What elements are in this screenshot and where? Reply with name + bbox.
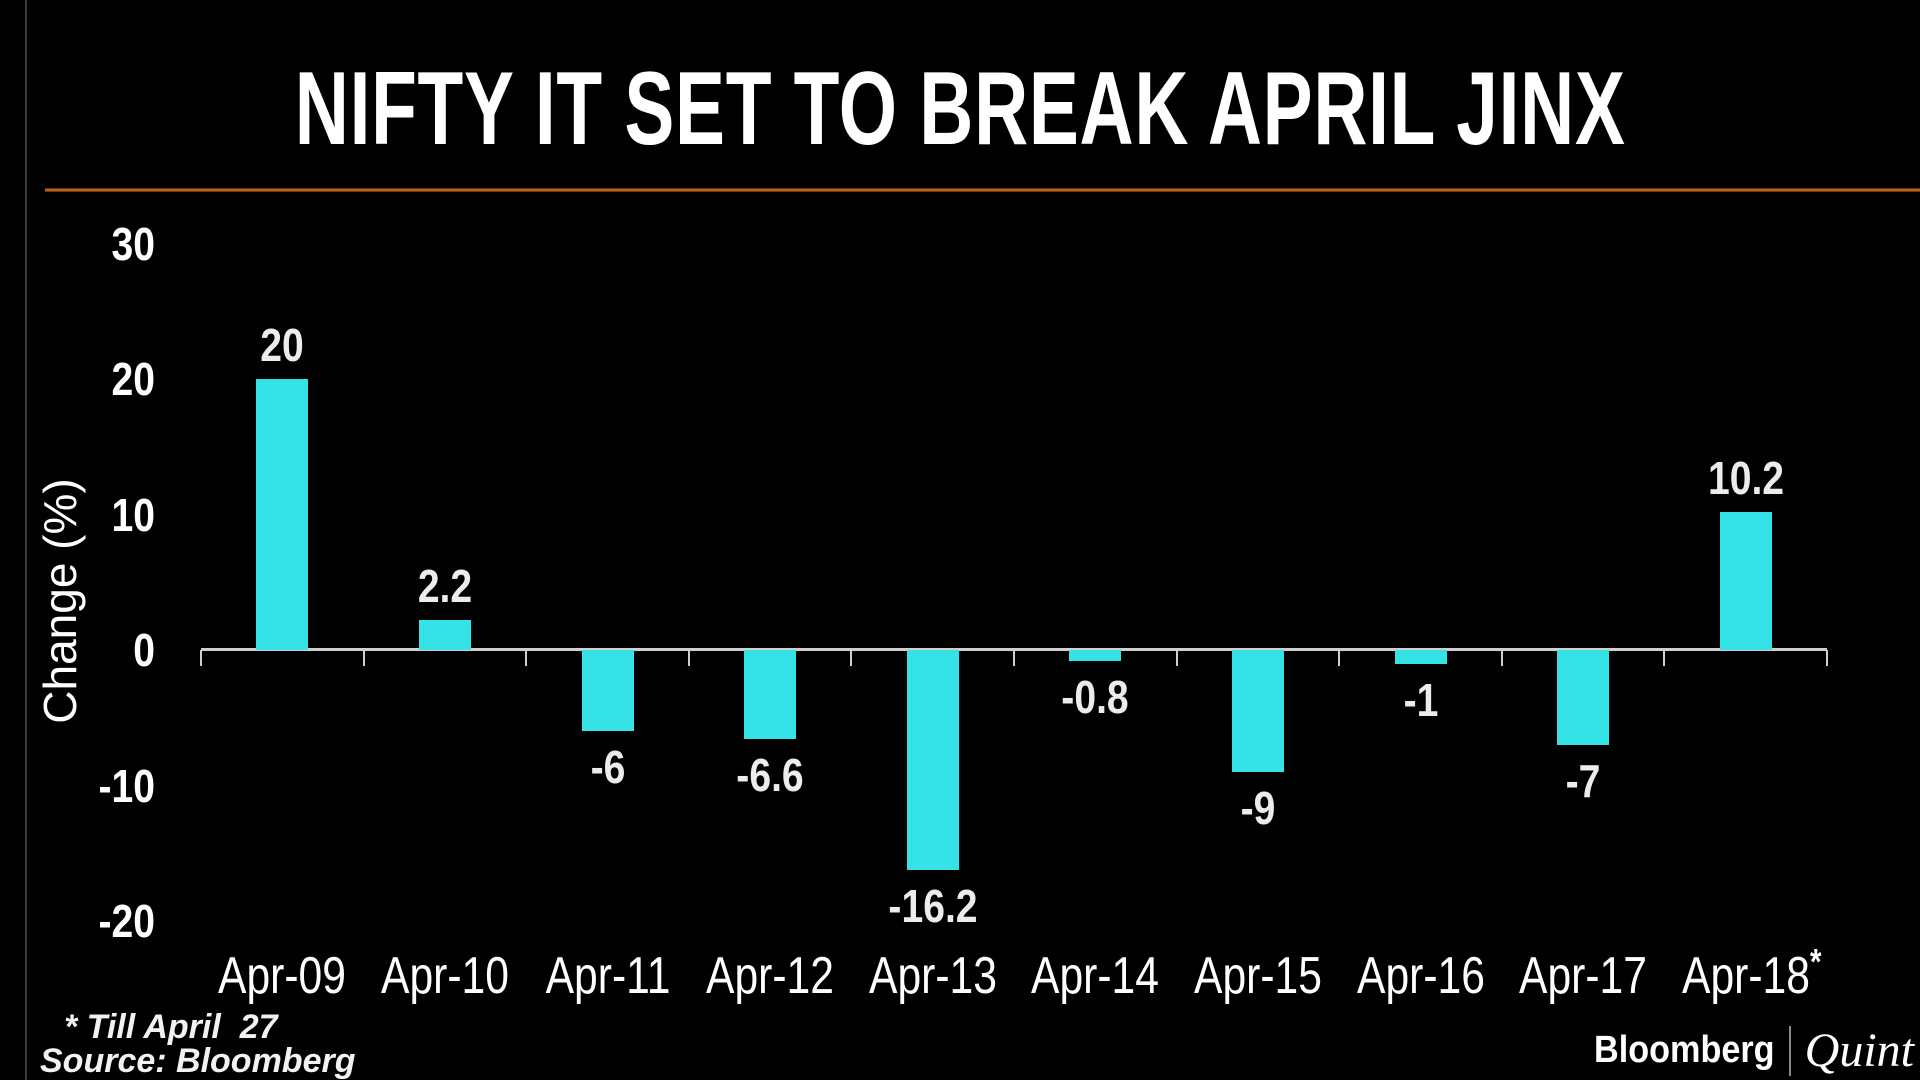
x-axis-baseline (201, 648, 1827, 651)
title-accent-line (45, 188, 1920, 192)
x-label-text: Apr-11 (545, 947, 670, 1005)
axis-tick (362, 650, 365, 666)
branding-bar: Bloomberg Quint (1574, 1023, 1914, 1078)
bar-Apr-16 (1394, 650, 1447, 664)
x-label-text: Apr-16 (1356, 947, 1485, 1005)
bar-Apr-12 (744, 650, 797, 740)
axis-tick (200, 650, 202, 666)
axis-tick (1826, 650, 1828, 666)
bar-Apr-13 (906, 650, 959, 870)
y-tick-label: 10 (111, 488, 155, 541)
bar-Apr-09 (256, 379, 309, 650)
value-label-Apr-09: 20 (260, 319, 305, 371)
bloomberg-logo: Bloomberg (1594, 1029, 1775, 1071)
axis-tick (850, 650, 853, 666)
x-label-text: Apr-17 (1519, 947, 1648, 1005)
bar-Apr-14 (1069, 650, 1122, 661)
x-label-Apr-16: Apr-16 (1330, 948, 1510, 1004)
quint-logo: Quint (1804, 1024, 1914, 1077)
y-tick-label: -20 (98, 895, 155, 947)
bar-Apr-11 (581, 650, 634, 732)
x-label-Apr-10: Apr-10 (355, 948, 535, 1004)
x-label-text: Apr-15 (1193, 947, 1322, 1005)
bar-Apr-17 (1557, 650, 1610, 745)
y-tick-label: 20 (111, 353, 155, 405)
value-label-Apr-10: 2.2 (417, 560, 473, 613)
title-container: NIFTY IT SET TO BREAK APRIL JINX (0, 50, 1920, 170)
axis-tick (525, 650, 528, 666)
value-label-Apr-17: -7 (1565, 754, 1601, 807)
value-label-Apr-11: -6 (590, 741, 625, 794)
value-label-Apr-18: 10.2 (1707, 451, 1784, 504)
chart-title: NIFTY IT SET TO BREAK APRIL JINX (294, 51, 1626, 167)
x-label-text: Apr-13 (868, 947, 997, 1005)
x-label-Apr-14: Apr-14 (1005, 948, 1185, 1004)
footnote-source: Source: Bloomberg (40, 1042, 356, 1080)
x-label-text: Apr-14 (1031, 947, 1160, 1005)
x-label-Apr-13: Apr-13 (842, 948, 1022, 1004)
axis-tick (1338, 650, 1341, 666)
x-label-Apr-18: Apr-18 * (1655, 941, 1835, 1004)
footnote-asterisk: * Till April 27 (64, 1008, 278, 1046)
bar-Apr-18 (1719, 511, 1772, 650)
value-label-Apr-14: -0.8 (1061, 670, 1129, 723)
axis-tick (687, 650, 690, 666)
x-label-text: Apr-09 (218, 947, 347, 1005)
x-label-Apr-12: Apr-12 (680, 948, 860, 1004)
brand-divider (1788, 1025, 1791, 1076)
y-tick-label: -10 (98, 759, 155, 812)
left-edge-rule (25, 0, 27, 1080)
axis-tick (1175, 650, 1178, 666)
axis-tick (1663, 650, 1666, 666)
x-label-text: Apr-10 (380, 947, 509, 1005)
bar-Apr-15 (1231, 650, 1284, 772)
bar-Apr-10 (418, 620, 471, 650)
y-tick-label: 0 (133, 624, 155, 676)
footnote-marker-asterisk: * (1809, 941, 1822, 982)
value-label-Apr-15: -9 (1240, 781, 1276, 834)
x-label-text: Apr-18 * (1682, 941, 1821, 1004)
value-label-Apr-13: -16.2 (888, 879, 978, 932)
x-label-text: Apr-12 (706, 947, 835, 1005)
value-label-Apr-12: -6.6 (736, 749, 804, 802)
axis-tick (1013, 650, 1015, 666)
x-label-Apr-11: Apr-11 (517, 948, 697, 1004)
y-tick-label: 30 (111, 217, 155, 270)
x-label-Apr-15: Apr-15 (1168, 948, 1348, 1004)
x-label-Apr-09: Apr-09 (192, 948, 372, 1004)
x-label-Apr-17: Apr-17 (1493, 948, 1673, 1004)
value-label-Apr-16: -1 (1403, 673, 1438, 726)
axis-tick (1500, 650, 1503, 666)
